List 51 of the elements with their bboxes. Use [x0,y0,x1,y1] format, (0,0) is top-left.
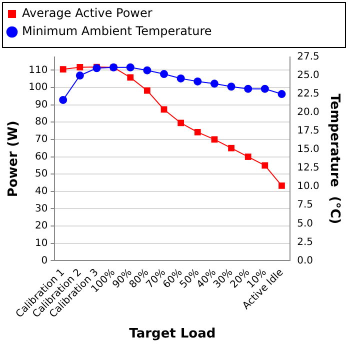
y-tick-label: 50 [34,168,48,180]
y-tick-label: 100 [28,82,48,94]
point [127,74,134,81]
point [278,182,285,189]
point [59,96,68,104]
point [210,80,218,88]
y-tick-label: 0 [41,255,48,266]
y2-tick-label: 0.0 [297,255,314,266]
y2-tick-label: 27.5 [297,52,320,63]
y-axis-title: Power (W) [6,120,22,198]
point [176,74,185,82]
point [262,162,268,169]
y-tick-label: 40 [34,186,48,198]
y2-tick-label: 22.5 [297,88,320,100]
point [144,87,150,94]
y2-tick-label: 15.0 [297,144,320,156]
y-tick-label: 60 [34,151,48,162]
x-axis-title: Target Load [129,326,216,342]
point [244,154,252,160]
point [228,144,234,152]
y-tick-label: 70 [34,134,48,146]
y2-tick-label: 7.5 [297,200,314,211]
y-tick-label: 30 [34,203,48,214]
y-tick-label: 90 [34,99,48,110]
point [60,66,66,72]
y2-tick-label: 5.0 [297,218,314,230]
y2-tick-label: 20.0 [297,107,320,118]
point [178,120,184,126]
point [194,77,202,86]
y-tick-label: 110 [28,64,48,76]
legend-label: Average Active Power [22,6,152,20]
y2-tick-label: 12.5 [297,162,320,174]
point [194,128,201,136]
point [244,84,252,93]
y2-tick-label: 10.0 [297,181,320,192]
y-tick-label: 80 [34,116,48,128]
point [278,90,286,98]
point [260,84,269,93]
y2-tick-label: 2.5 [297,236,314,248]
point [160,70,168,78]
y2-tick-label: 17.5 [297,126,320,137]
point [143,66,152,74]
legend-label: Minimum Ambient Temperature [22,24,212,38]
point [126,63,134,72]
point [76,72,84,80]
point [76,64,84,70]
y-tick-label: 20 [34,220,48,232]
y-tick-label: 10 [34,238,48,249]
point [227,82,236,91]
y2-axis-title: Temperature (°C) [326,94,342,224]
y2-tick-label: 25.0 [297,70,320,82]
